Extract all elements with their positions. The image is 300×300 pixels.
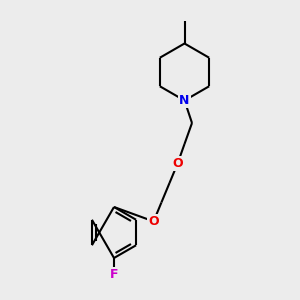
Text: O: O: [148, 215, 159, 228]
Text: F: F: [110, 268, 118, 281]
Text: N: N: [179, 94, 190, 107]
Text: O: O: [172, 157, 183, 170]
